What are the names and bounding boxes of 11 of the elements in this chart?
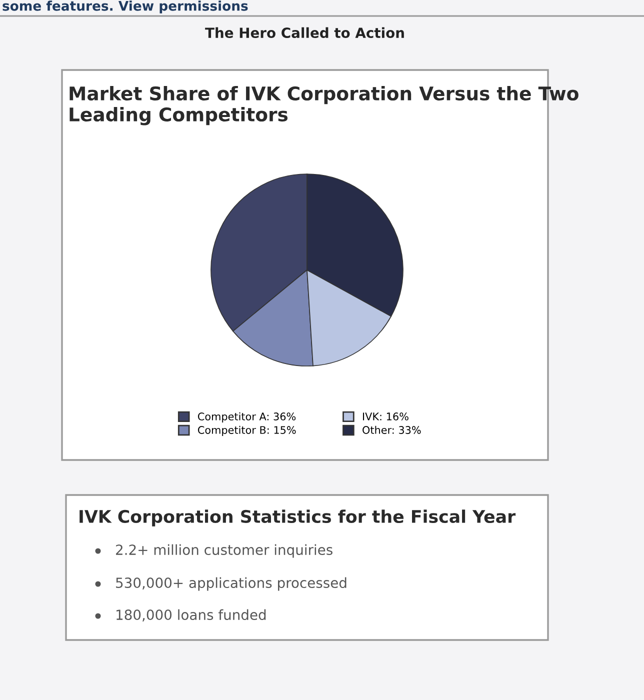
text: IVK Corporation Statistics for the Fiscal Year <box>80 510 516 526</box>
legend-label: Other: 33% <box>362 426 421 434</box>
legend-label: Competitor A: 36% <box>198 412 296 422</box>
text: 2.2+ million customer inquiries <box>116 544 332 558</box>
text: 530,000+ applications processed <box>116 577 346 591</box>
text: 180,000 loans funded <box>116 609 266 622</box>
chart-title: Market Share of IVK Corporation Versus the Two Leading Competitors <box>70 86 578 126</box>
legend-label: IVK: 16% <box>363 412 408 420</box>
text: some features. View permissions <box>2 0 248 14</box>
text: The Hero Called to Action <box>205 27 404 38</box>
legend-label: Competitor B: 15% <box>198 426 296 436</box>
